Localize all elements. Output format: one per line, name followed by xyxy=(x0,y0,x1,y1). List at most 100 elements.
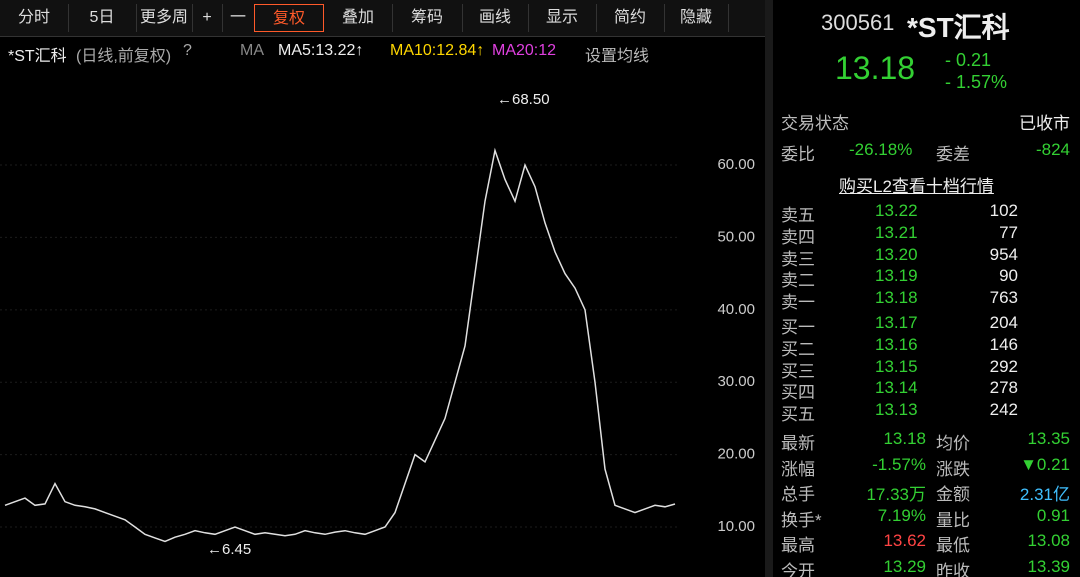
legend-ma10: MA10:12.84↑ xyxy=(390,42,485,59)
change-pct: - 1.57% xyxy=(945,72,1008,92)
ratio-label: 委比 xyxy=(781,145,815,164)
last-price: 13.18 xyxy=(835,50,916,86)
stat-value: ▼0.21 xyxy=(1020,454,1070,474)
stat-label: 昨收 xyxy=(936,562,970,577)
status: 已收市 xyxy=(1019,114,1070,133)
legend-ma: MA xyxy=(240,42,264,59)
book-label: 卖三 xyxy=(781,249,815,269)
legend-ma20: MA20:12 xyxy=(492,42,557,59)
quote-panel: 300561 *ST汇科 13.18 - 0.21- 1.57% 交易状态 已收市委比 -2… xyxy=(773,0,1080,577)
toolbar-button[interactable]: 分时 xyxy=(0,4,69,32)
toolbar-button[interactable]: 叠加 xyxy=(324,4,393,32)
stat-label: 均价 xyxy=(936,434,970,453)
toolbar-button[interactable]: 5日 xyxy=(68,4,137,32)
high-annotation: ←68.50 xyxy=(497,91,550,108)
stock-name: *ST汇科 xyxy=(907,12,1010,43)
status-label: 交易状态 xyxy=(781,114,849,133)
book-volume: 146 xyxy=(989,334,1018,354)
stat-label: 涨跌 xyxy=(936,459,970,479)
toolbar xyxy=(0,0,765,37)
book-label: 买五 xyxy=(781,405,815,425)
y-tick-label: 60.00 xyxy=(717,156,755,173)
stat-label: 今开 xyxy=(781,562,815,577)
stat-value: 2.31亿 xyxy=(1019,485,1070,505)
y-tick-label: 10.00 xyxy=(717,518,755,535)
book-label: 卖五 xyxy=(781,206,815,225)
book-price: 13.22 xyxy=(875,201,918,220)
stat-value: 13.18 xyxy=(883,429,926,448)
legend-name: *ST汇科 xyxy=(8,48,67,65)
book-price: 13.15 xyxy=(875,356,918,376)
stat-label: 换手* xyxy=(781,510,822,530)
price-line xyxy=(4,147,676,543)
book-label: 买一 xyxy=(781,318,815,337)
book-label: 卖二 xyxy=(781,271,815,291)
book-volume: 204 xyxy=(989,313,1018,332)
stat-value: 7.19% xyxy=(877,505,926,525)
toolbar-button[interactable]: 一 xyxy=(222,4,255,32)
book-volume: 278 xyxy=(989,378,1018,398)
stat-value: 17.33万 xyxy=(866,485,926,505)
stat-label: 最新 xyxy=(781,434,815,453)
book-label: 买三 xyxy=(781,361,815,381)
y-tick-label: 20.00 xyxy=(717,446,755,463)
toolbar-button[interactable]: 筹码 xyxy=(392,4,463,32)
book-price: 13.17 xyxy=(875,313,918,332)
divider xyxy=(765,0,773,577)
legend-mode: (日线,前复权) xyxy=(76,48,172,65)
y-tick-label: 30.00 xyxy=(717,373,755,390)
toolbar-button[interactable]: 隐藏 xyxy=(664,4,729,32)
book-volume: 763 xyxy=(989,288,1018,308)
y-tick-label: 40.00 xyxy=(717,301,755,318)
book-volume: 292 xyxy=(989,356,1018,376)
toolbar-button[interactable]: + xyxy=(192,4,223,32)
stock-code: 300561 xyxy=(821,10,895,35)
stat-label: 总手 xyxy=(781,485,815,505)
toolbar-button[interactable]: 显示 xyxy=(528,4,597,32)
l2-link[interactable]: 购买L2查看十档行情 xyxy=(839,177,994,196)
stat-label: 最高 xyxy=(781,536,815,556)
book-label: 卖一 xyxy=(781,293,815,313)
legend-ma5: MA5:13.22↑ xyxy=(278,42,364,59)
book-price: 13.19 xyxy=(875,266,918,286)
diff-label: 委差 xyxy=(936,145,970,164)
toolbar-button[interactable]: 画线 xyxy=(462,4,529,32)
low-annotation: ←6.45 xyxy=(207,541,251,558)
book-volume: 954 xyxy=(989,244,1018,264)
stat-label: 涨幅 xyxy=(781,459,815,479)
stat-value: 13.39 xyxy=(1027,557,1070,576)
book-label: 买四 xyxy=(781,383,815,403)
stat-label: 量比 xyxy=(936,510,970,530)
stat-label: 最低 xyxy=(936,536,970,556)
book-price: 13.21 xyxy=(875,222,918,242)
stat-value: 13.08 xyxy=(1027,531,1070,551)
book-volume: 77 xyxy=(999,222,1018,242)
stat-value: 0.91 xyxy=(1036,505,1070,525)
diff: -824 xyxy=(1035,140,1070,159)
stat-value: 13.35 xyxy=(1027,429,1070,448)
change: - 0.21 xyxy=(945,50,992,70)
book-price: 13.14 xyxy=(875,378,918,398)
book-volume: 102 xyxy=(989,201,1018,220)
book-price: 13.20 xyxy=(875,244,918,264)
stat-value: -1.57% xyxy=(872,454,926,474)
stat-value: 13.29 xyxy=(883,557,926,576)
legend-settings[interactable]: 设置均线 xyxy=(585,48,650,65)
y-tick-label: 50.00 xyxy=(717,228,755,245)
book-price: 13.16 xyxy=(875,334,918,354)
toolbar-button[interactable]: 更多周 xyxy=(136,4,193,32)
book-price: 13.18 xyxy=(875,288,918,308)
book-price: 13.13 xyxy=(875,400,918,420)
book-label: 卖四 xyxy=(781,227,815,247)
stat-value: 13.62 xyxy=(883,531,926,551)
book-label: 买二 xyxy=(781,339,815,359)
ratio: -26.18% xyxy=(849,140,913,159)
toolbar-button[interactable]: 简约 xyxy=(596,4,665,32)
legend-help[interactable]: ? xyxy=(183,42,192,59)
price-chart: 10.00 20.00 30.00 40.00 50.00 60.00 ←68.50 ←6.4… xyxy=(0,91,755,558)
book-volume: 242 xyxy=(989,400,1018,420)
book-volume: 90 xyxy=(999,266,1018,286)
toolbar-button[interactable]: 复权 xyxy=(254,4,324,32)
stat-label: 金额 xyxy=(936,485,970,505)
